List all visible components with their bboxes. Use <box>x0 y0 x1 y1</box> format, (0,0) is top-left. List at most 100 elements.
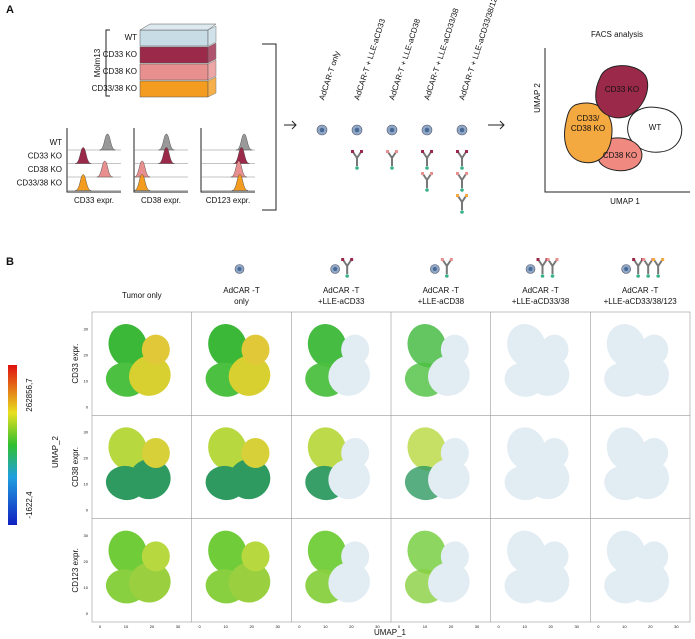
antibody-tip <box>351 150 354 153</box>
antibody <box>653 259 663 274</box>
umap-cluster <box>540 541 569 572</box>
axis-tick: 30 <box>475 624 480 629</box>
antibody <box>457 173 467 188</box>
antibody-tag <box>460 210 464 214</box>
antibody-tag <box>425 188 429 192</box>
axis-label: UMAP_2 <box>51 435 60 468</box>
umap-cluster <box>341 541 370 572</box>
cell-line-label: CD33 KO <box>28 152 62 161</box>
hist-peak <box>99 133 116 151</box>
antibody-tag <box>540 274 545 278</box>
umap-cluster <box>540 438 569 468</box>
umap-cluster <box>407 427 447 471</box>
antibody <box>457 195 467 210</box>
antibody-tip <box>632 258 636 261</box>
antibody-tag <box>345 274 349 278</box>
column-header: AdCAR -T <box>622 286 659 295</box>
antibody-tag <box>656 274 660 278</box>
antibody <box>422 151 432 166</box>
hist-peak <box>134 160 151 178</box>
umap-cluster <box>141 541 170 572</box>
column-header: AdCAR -T <box>522 286 559 295</box>
umap-cluster <box>507 323 546 368</box>
umap-cluster <box>328 562 370 603</box>
antibody-tip <box>350 258 354 261</box>
hist-peak <box>75 174 92 191</box>
antibody-tip <box>456 172 459 175</box>
umap-cluster <box>241 334 270 365</box>
umap-cluster <box>108 530 148 575</box>
arrow <box>488 120 505 130</box>
cell-slab-side <box>207 25 217 47</box>
umap-cluster <box>440 438 469 468</box>
antibody-tip <box>395 150 398 153</box>
axis-tick: 20 <box>548 624 553 629</box>
umap-cluster <box>129 355 171 396</box>
umap-cluster <box>440 334 469 365</box>
antibody-tag <box>460 188 464 192</box>
cluster-label: CD38 KO <box>571 124 605 133</box>
axis-tick: 0 <box>86 611 89 616</box>
umap-cluster <box>307 427 347 471</box>
umap-cluster <box>208 530 247 575</box>
row-label: CD38 expr. <box>71 447 80 487</box>
panel-label: B <box>6 256 14 268</box>
cell-nucleus <box>528 266 533 272</box>
antibody-tag <box>636 274 640 278</box>
umap-cluster <box>328 458 370 500</box>
antibody-tip <box>456 150 459 153</box>
cluster-label: WT <box>649 123 662 132</box>
umap-cluster <box>507 427 546 471</box>
hist-label: CD38 expr. <box>141 196 181 205</box>
umap-cluster <box>307 323 347 368</box>
hist-peak <box>230 160 247 178</box>
axis-tick: 0 <box>199 624 202 629</box>
cell-nucleus <box>424 127 430 133</box>
umap-cluster <box>606 427 646 471</box>
antibody-tip <box>456 194 459 197</box>
axis-label: UMAP_1 <box>374 628 407 637</box>
antibody-tip <box>465 150 468 153</box>
axis-tick: 20 <box>150 624 155 629</box>
hist-peak <box>231 174 248 191</box>
umap-cluster <box>108 427 148 471</box>
hist-peak <box>158 133 175 151</box>
umap-cluster <box>341 438 370 468</box>
axis-tick: 0 <box>498 624 501 629</box>
antibody-tag <box>355 166 359 170</box>
antibody-tag <box>425 166 429 170</box>
axis-tick: 0 <box>99 624 102 629</box>
umap-cluster <box>640 334 669 365</box>
cell-slab <box>139 46 209 64</box>
axis-tick: 0 <box>86 404 89 409</box>
umap-cluster <box>606 530 646 575</box>
umap-cluster <box>108 323 148 368</box>
axis-tick: 10 <box>84 378 89 383</box>
cluster-label: CD33/ <box>577 114 600 123</box>
antibody-tip <box>465 172 468 175</box>
axis-tick: 30 <box>176 624 181 629</box>
umap-cluster <box>527 355 570 396</box>
axis-tick: 30 <box>574 624 579 629</box>
column-header: AdCAR -T <box>423 286 460 295</box>
antibody-tip <box>465 194 468 197</box>
umap-cluster <box>627 355 669 396</box>
antibody <box>633 259 643 274</box>
axis-tick: 20 <box>648 624 653 629</box>
cell-line-label: WT <box>50 138 63 147</box>
condition-label: AdCAR-T + LLE-aCD33/38/123 <box>457 0 500 101</box>
umap-cluster <box>228 562 271 603</box>
row-label: CD33 expr. <box>71 344 80 384</box>
slab-top <box>139 23 217 31</box>
axis-label: UMAP 1 <box>610 197 640 206</box>
umap-cluster <box>407 530 447 575</box>
column-header: +LLE-aCD33 <box>318 297 365 306</box>
umap-cluster <box>640 541 669 572</box>
cluster <box>595 65 649 119</box>
antibody <box>387 151 397 166</box>
facs-title: FACS analysis <box>591 30 643 39</box>
axis-tick: 0 <box>398 624 401 629</box>
axis-tick: 20 <box>449 624 454 629</box>
antibody-tip <box>440 258 444 261</box>
